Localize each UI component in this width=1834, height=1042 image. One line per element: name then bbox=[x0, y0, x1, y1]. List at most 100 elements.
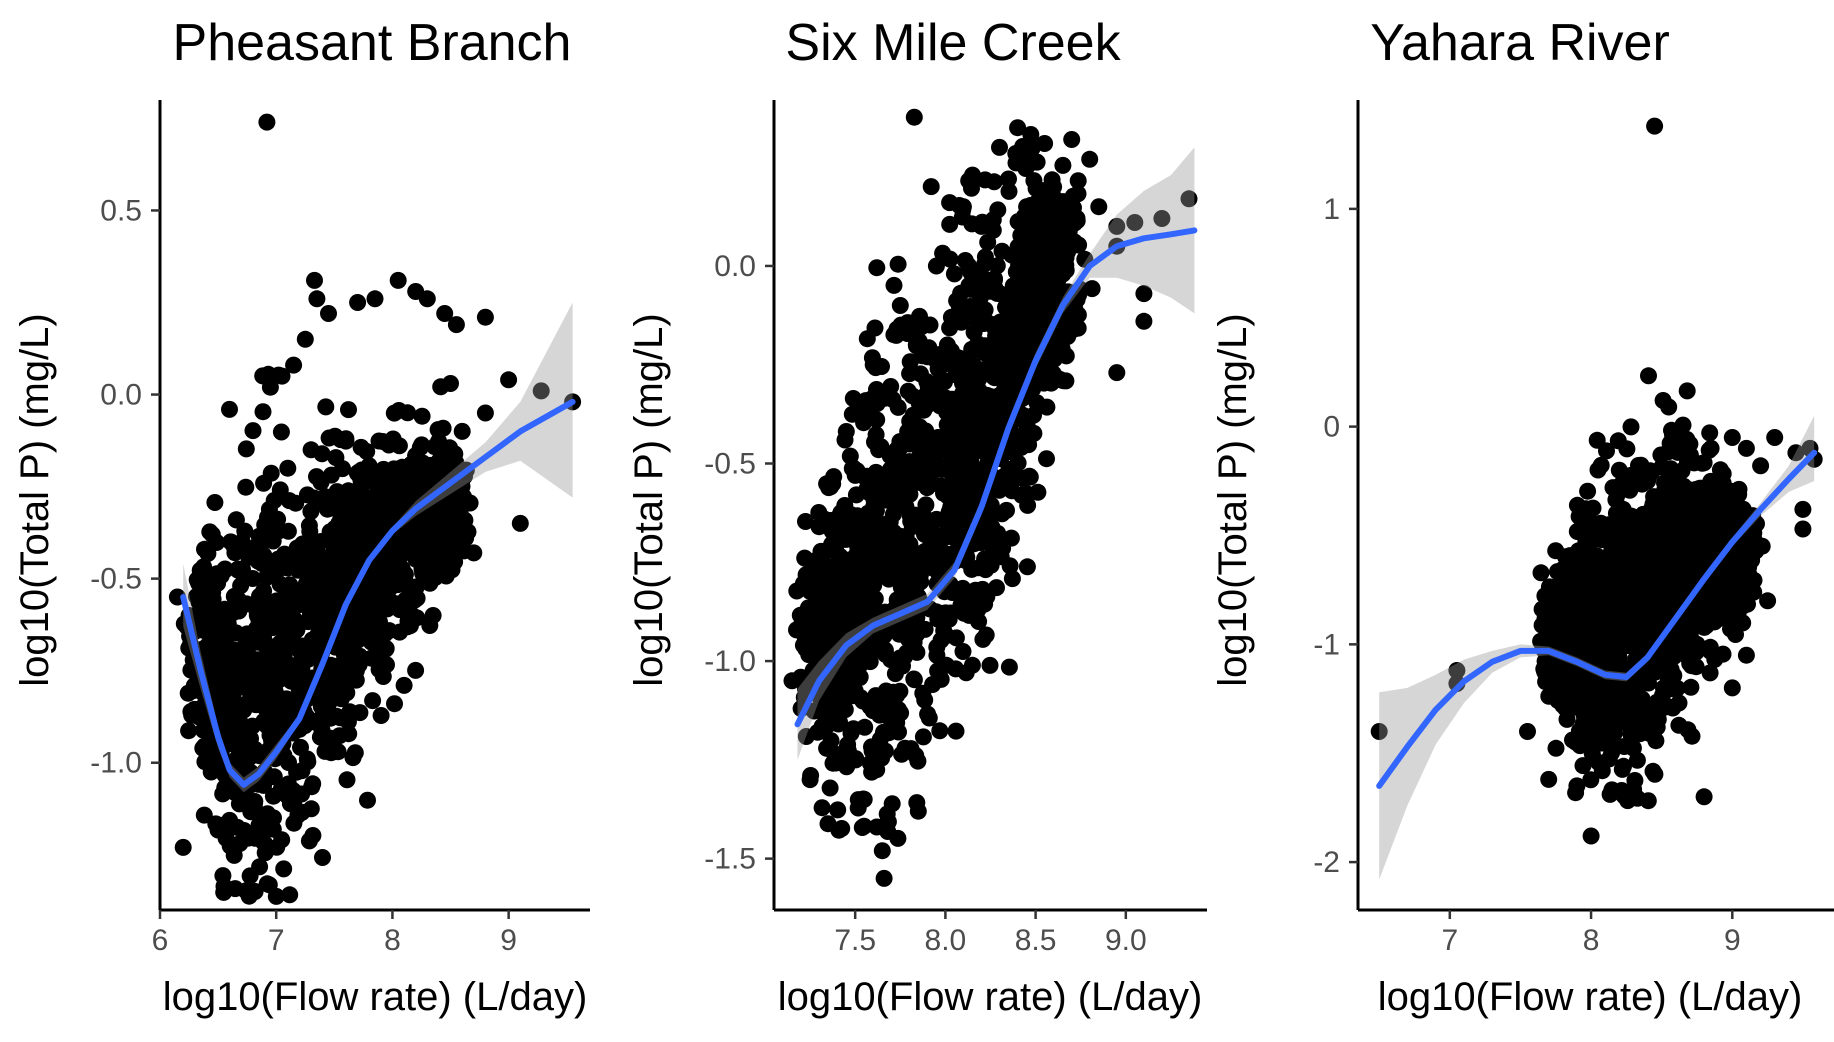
data-point bbox=[941, 215, 959, 233]
data-point bbox=[214, 867, 232, 885]
data-point bbox=[796, 549, 814, 567]
data-point bbox=[948, 292, 966, 310]
data-point bbox=[1794, 500, 1812, 518]
data-point bbox=[1698, 511, 1716, 529]
data-point bbox=[1568, 777, 1586, 795]
data-point bbox=[453, 422, 471, 440]
data-point bbox=[251, 587, 268, 605]
data-point bbox=[293, 785, 311, 803]
data-point bbox=[1448, 662, 1466, 679]
data-point bbox=[1626, 772, 1644, 789]
data-point bbox=[1681, 549, 1699, 567]
data-point bbox=[1685, 454, 1703, 472]
data-point bbox=[981, 656, 999, 674]
data-point bbox=[1001, 557, 1019, 575]
data-point bbox=[1002, 529, 1020, 547]
data-point bbox=[395, 676, 413, 694]
data-point bbox=[985, 173, 1003, 191]
data-point bbox=[1574, 757, 1592, 775]
data-point bbox=[1610, 461, 1628, 479]
data-point bbox=[1003, 246, 1021, 264]
data-point bbox=[818, 475, 836, 493]
data-point bbox=[195, 806, 213, 824]
data-point bbox=[446, 553, 464, 571]
data-point bbox=[384, 430, 402, 448]
data-point bbox=[947, 722, 965, 740]
data-point bbox=[1021, 467, 1038, 485]
data-point bbox=[246, 883, 264, 900]
data-point bbox=[225, 846, 243, 864]
data-point bbox=[820, 695, 838, 713]
data-point bbox=[411, 439, 429, 457]
data-point bbox=[1701, 424, 1719, 442]
x-tick-label: 8 bbox=[384, 924, 401, 957]
data-point bbox=[424, 607, 442, 624]
data-point bbox=[280, 547, 297, 565]
data-point bbox=[1687, 658, 1705, 676]
data-point bbox=[929, 662, 947, 680]
data-point bbox=[1622, 689, 1639, 707]
data-point bbox=[1180, 190, 1198, 208]
data-point bbox=[1734, 614, 1752, 632]
data-point bbox=[1609, 432, 1627, 450]
x-tick-label: 8.5 bbox=[1015, 924, 1057, 957]
data-point bbox=[458, 524, 476, 541]
y-axis-title: log10(Total P) (mg/L) bbox=[1211, 313, 1255, 686]
data-point bbox=[1559, 627, 1577, 645]
data-point bbox=[1628, 751, 1646, 769]
data-point bbox=[808, 644, 826, 662]
data-point bbox=[320, 429, 338, 447]
data-point bbox=[1787, 444, 1805, 462]
data-point bbox=[1070, 236, 1088, 254]
data-point bbox=[822, 732, 840, 750]
data-point bbox=[206, 494, 224, 511]
data-point bbox=[465, 544, 483, 562]
data-point bbox=[891, 297, 909, 314]
data-point bbox=[281, 617, 299, 635]
data-point bbox=[227, 680, 245, 698]
data-point bbox=[1621, 581, 1639, 599]
data-point bbox=[1582, 532, 1599, 550]
data-point bbox=[839, 736, 857, 754]
data-point bbox=[1018, 233, 1036, 251]
data-point bbox=[300, 517, 318, 535]
data-point bbox=[426, 460, 444, 478]
x-tick-label: 9 bbox=[1724, 924, 1741, 957]
data-point bbox=[238, 642, 256, 660]
data-point bbox=[207, 815, 225, 833]
data-point bbox=[922, 388, 940, 406]
data-point bbox=[1000, 658, 1018, 676]
data-point bbox=[399, 404, 417, 422]
data-point bbox=[1629, 789, 1646, 807]
data-point bbox=[881, 560, 898, 578]
data-point bbox=[320, 305, 337, 322]
data-point bbox=[1627, 703, 1645, 721]
data-point bbox=[933, 371, 951, 388]
data-point bbox=[1027, 304, 1045, 322]
data-point bbox=[285, 356, 303, 374]
data-point bbox=[922, 178, 940, 196]
y-tick-label: 0.0 bbox=[100, 379, 142, 412]
data-point bbox=[921, 316, 939, 334]
data-point bbox=[1646, 765, 1664, 783]
data-point bbox=[813, 717, 831, 735]
data-point bbox=[944, 436, 962, 454]
data-point bbox=[511, 514, 529, 532]
data-point bbox=[945, 265, 963, 283]
y-tick-label: -0.5 bbox=[704, 448, 756, 481]
data-point bbox=[1054, 156, 1072, 174]
data-point bbox=[246, 740, 264, 758]
data-point bbox=[810, 518, 828, 536]
data-point bbox=[821, 779, 839, 797]
data-point bbox=[881, 524, 899, 542]
data-point bbox=[1646, 117, 1664, 135]
data-point bbox=[309, 545, 327, 563]
data-point bbox=[346, 744, 364, 762]
data-point bbox=[1536, 610, 1554, 628]
data-point bbox=[246, 829, 264, 847]
data-point bbox=[1063, 131, 1081, 148]
data-point bbox=[302, 800, 320, 818]
data-point bbox=[1622, 507, 1640, 525]
data-point bbox=[337, 430, 355, 448]
